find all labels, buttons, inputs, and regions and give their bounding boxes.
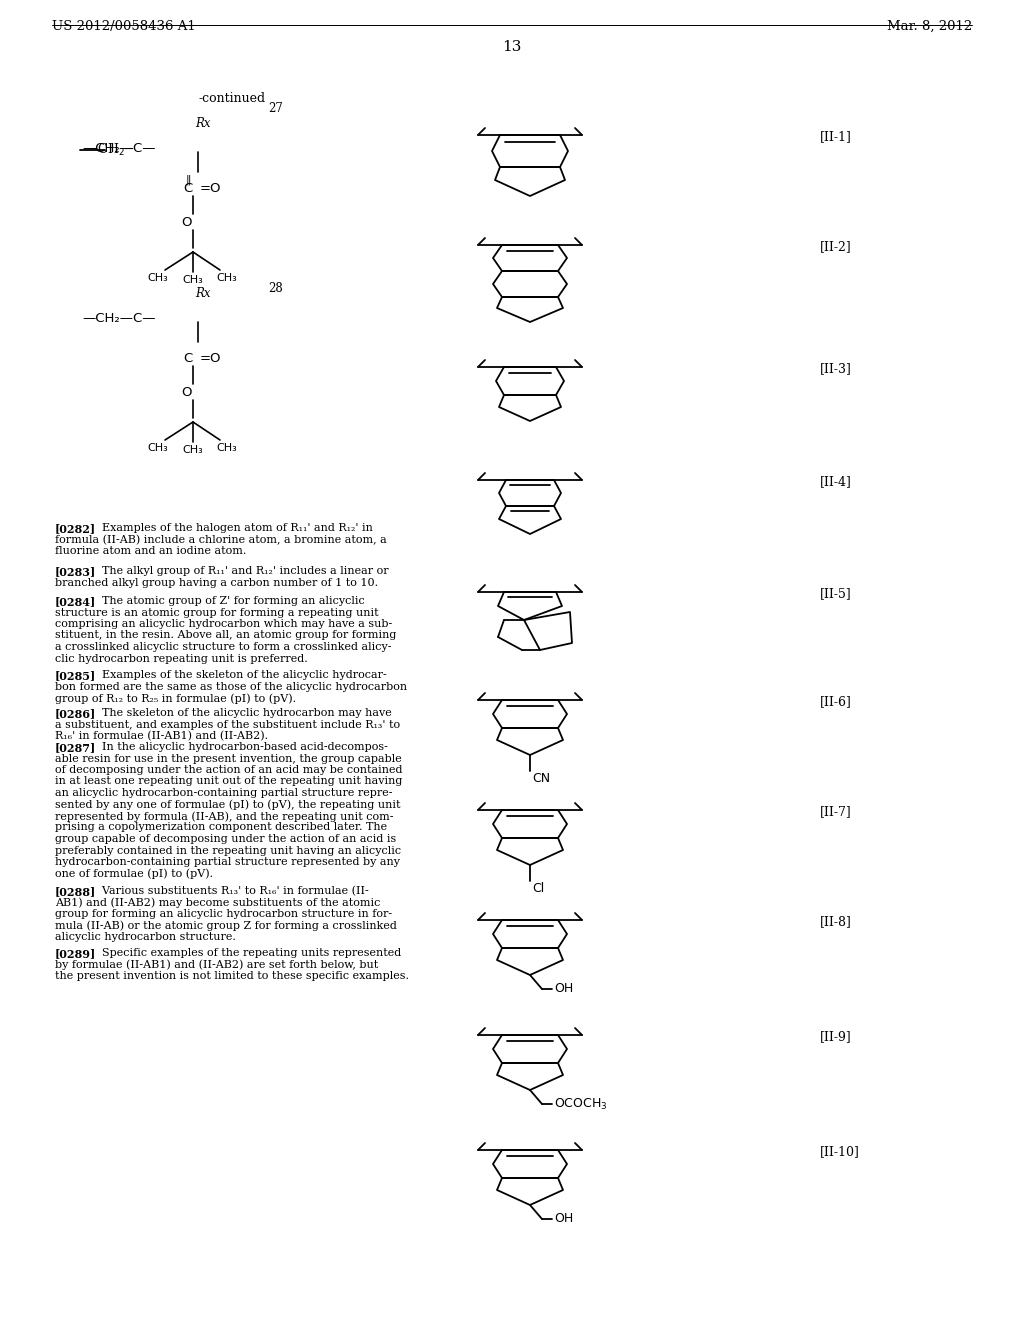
- Text: comprising an alicyclic hydrocarbon which may have a sub-: comprising an alicyclic hydrocarbon whic…: [55, 619, 392, 630]
- Text: —CH₂—C—: —CH₂—C—: [82, 141, 156, 154]
- Text: [II-2]: [II-2]: [820, 240, 852, 253]
- Text: The skeleton of the alicyclic hydrocarbon may have: The skeleton of the alicyclic hydrocarbo…: [95, 708, 392, 718]
- Text: Specific examples of the repeating units represented: Specific examples of the repeating units…: [95, 948, 401, 958]
- Text: -continued: -continued: [199, 92, 265, 106]
- Text: CH₃: CH₃: [182, 445, 204, 455]
- Text: [II-9]: [II-9]: [820, 1030, 852, 1043]
- Text: clic hydrocarbon repeating unit is preferred.: clic hydrocarbon repeating unit is prefe…: [55, 653, 308, 664]
- Text: group of R₁₂ to R₂₅ in formulae (pI) to (pV).: group of R₁₂ to R₂₅ in formulae (pI) to …: [55, 693, 296, 704]
- Text: CH₃: CH₃: [182, 275, 204, 285]
- Text: in at least one repeating unit out of the repeating unit having: in at least one repeating unit out of th…: [55, 776, 402, 787]
- Text: =O: =O: [200, 352, 221, 366]
- Text: hydrocarbon-containing partial structure represented by any: hydrocarbon-containing partial structure…: [55, 857, 400, 867]
- Text: 27: 27: [268, 102, 283, 115]
- Text: [0283]: [0283]: [55, 566, 96, 577]
- Text: US 2012/0058436 A1: US 2012/0058436 A1: [52, 20, 196, 33]
- Text: a substituent, and examples of the substituent include R₁₃' to: a substituent, and examples of the subst…: [55, 719, 400, 730]
- Text: Mar. 8, 2012: Mar. 8, 2012: [887, 20, 972, 33]
- Text: [II-6]: [II-6]: [820, 696, 852, 708]
- Text: C: C: [183, 182, 193, 195]
- Text: [II-4]: [II-4]: [820, 475, 852, 488]
- Text: stituent, in the resin. Above all, an atomic group for forming: stituent, in the resin. Above all, an at…: [55, 631, 396, 640]
- Text: [0287]: [0287]: [55, 742, 96, 752]
- Text: [II-3]: [II-3]: [820, 362, 852, 375]
- Text: In the alicyclic hydrocarbon-based acid-decompos-: In the alicyclic hydrocarbon-based acid-…: [95, 742, 388, 752]
- Text: C: C: [183, 352, 193, 366]
- Text: group capable of decomposing under the action of an acid is: group capable of decomposing under the a…: [55, 834, 396, 843]
- Text: —CH₂—C—: —CH₂—C—: [82, 312, 156, 325]
- Text: [II-5]: [II-5]: [820, 587, 852, 601]
- Text: [II-7]: [II-7]: [820, 805, 852, 818]
- Text: mula (II-AB) or the atomic group Z for forming a crosslinked: mula (II-AB) or the atomic group Z for f…: [55, 920, 397, 931]
- Text: Rx: Rx: [195, 117, 211, 129]
- Text: CH₃: CH₃: [147, 273, 168, 282]
- Text: fluorine atom and an iodine atom.: fluorine atom and an iodine atom.: [55, 546, 247, 556]
- Text: Examples of the halogen atom of R₁₁' and R₁₂' in: Examples of the halogen atom of R₁₁' and…: [95, 523, 373, 533]
- Text: [II-1]: [II-1]: [820, 129, 852, 143]
- Text: OH: OH: [554, 1213, 573, 1225]
- Text: represented by formula (II-AB), and the repeating unit com-: represented by formula (II-AB), and the …: [55, 810, 393, 821]
- Text: CH₃: CH₃: [147, 444, 168, 453]
- Text: by formulae (II-AB1) and (II-AB2) are set forth below, but: by formulae (II-AB1) and (II-AB2) are se…: [55, 960, 378, 970]
- Text: prising a copolymerization component described later. The: prising a copolymerization component des…: [55, 822, 387, 833]
- Text: branched alkyl group having a carbon number of 1 to 10.: branched alkyl group having a carbon num…: [55, 578, 378, 587]
- Text: AB1) and (II-AB2) may become substituents of the atomic: AB1) and (II-AB2) may become substituent…: [55, 898, 380, 908]
- Text: The atomic group of Z' for forming an alicyclic: The atomic group of Z' for forming an al…: [95, 597, 365, 606]
- Text: an alicyclic hydrocarbon-containing partial structure repre-: an alicyclic hydrocarbon-containing part…: [55, 788, 392, 799]
- Text: CN: CN: [532, 772, 550, 785]
- Text: formula (II-AB) include a chlorine atom, a bromine atom, a: formula (II-AB) include a chlorine atom,…: [55, 535, 387, 545]
- Text: [0284]: [0284]: [55, 597, 96, 607]
- Text: a crosslinked alicyclic structure to form a crosslinked alicy-: a crosslinked alicyclic structure to for…: [55, 642, 391, 652]
- Text: sented by any one of formulae (pI) to (pV), the repeating unit: sented by any one of formulae (pI) to (p…: [55, 800, 400, 810]
- Text: able resin for use in the present invention, the group capable: able resin for use in the present invent…: [55, 754, 401, 763]
- Text: OCOCH$_3$: OCOCH$_3$: [554, 1097, 607, 1111]
- Text: the present invention is not limited to these specific examples.: the present invention is not limited to …: [55, 972, 409, 981]
- Text: of decomposing under the action of an acid may be contained: of decomposing under the action of an ac…: [55, 766, 402, 775]
- Text: O: O: [181, 385, 193, 399]
- Text: preferably contained in the repeating unit having an alicyclic: preferably contained in the repeating un…: [55, 846, 401, 855]
- Text: 28: 28: [268, 282, 283, 294]
- Text: $-$CH$_2$$-$: $-$CH$_2$$-$: [87, 143, 135, 158]
- Text: [0289]: [0289]: [55, 948, 96, 960]
- Text: OH: OH: [554, 982, 573, 995]
- Text: bon formed are the same as those of the alicyclic hydrocarbon: bon formed are the same as those of the …: [55, 681, 408, 692]
- Text: Various substituents R₁₃' to R₁₆' in formulae (II-: Various substituents R₁₃' to R₁₆' in for…: [95, 886, 369, 896]
- Text: Examples of the skeleton of the alicyclic hydrocar-: Examples of the skeleton of the alicycli…: [95, 671, 387, 680]
- Text: R₁₆' in formulae (II-AB1) and (II-AB2).: R₁₆' in formulae (II-AB1) and (II-AB2).: [55, 731, 268, 742]
- Text: structure is an atomic group for forming a repeating unit: structure is an atomic group for forming…: [55, 607, 379, 618]
- Text: [0285]: [0285]: [55, 671, 96, 681]
- Text: CH₃: CH₃: [217, 444, 238, 453]
- Text: 13: 13: [503, 40, 521, 54]
- Text: alicyclic hydrocarbon structure.: alicyclic hydrocarbon structure.: [55, 932, 236, 942]
- Text: The alkyl group of R₁₁' and R₁₂' includes a linear or: The alkyl group of R₁₁' and R₁₂' include…: [95, 566, 389, 576]
- Text: CH₃: CH₃: [217, 273, 238, 282]
- Text: group for forming an alicyclic hydrocarbon structure in for-: group for forming an alicyclic hydrocarb…: [55, 909, 392, 919]
- Text: [0288]: [0288]: [55, 886, 96, 898]
- Text: [0286]: [0286]: [55, 708, 96, 719]
- Text: [II-8]: [II-8]: [820, 915, 852, 928]
- Text: $\|$: $\|$: [185, 173, 191, 187]
- Text: O: O: [181, 215, 193, 228]
- Text: =O: =O: [200, 182, 221, 195]
- Text: [II-10]: [II-10]: [820, 1144, 860, 1158]
- Text: [0282]: [0282]: [55, 523, 96, 535]
- Text: Cl: Cl: [532, 882, 544, 895]
- Text: Rx: Rx: [195, 286, 211, 300]
- Text: one of formulae (pI) to (pV).: one of formulae (pI) to (pV).: [55, 869, 213, 879]
